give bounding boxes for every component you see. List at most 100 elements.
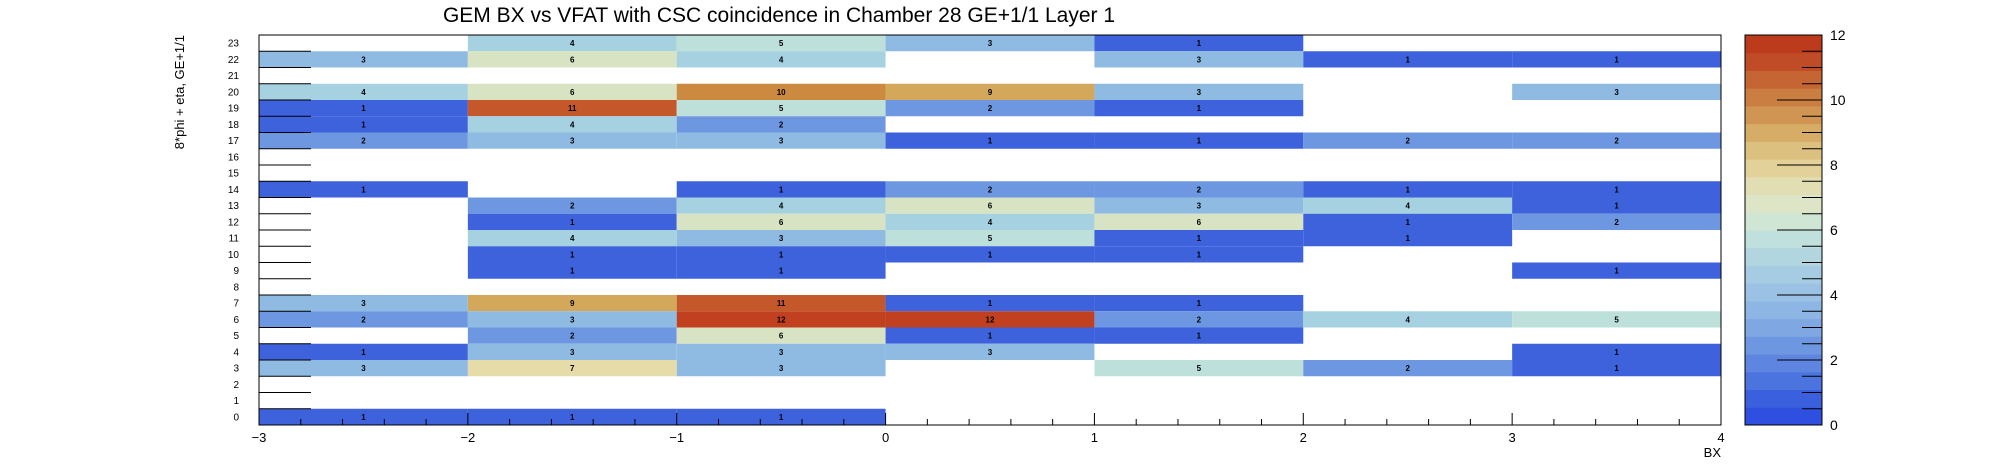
heatmap-cell [885, 311, 1095, 328]
cell-value-label: 6 [1197, 218, 1202, 227]
cell-value-label: 1 [1197, 137, 1202, 146]
heatmap-cell [676, 197, 886, 214]
cell-value-label: 1 [1405, 218, 1410, 227]
y-tick-label: 1 [233, 396, 239, 407]
heatmap-cell [1094, 360, 1304, 377]
cell-value-label: 1 [988, 250, 993, 259]
y-tick-label: 10 [228, 250, 240, 261]
cell-value-label: 3 [1614, 88, 1619, 97]
heatmap-cell [1094, 311, 1304, 328]
cell-value-label: 3 [570, 137, 575, 146]
heatmap-cell [259, 132, 468, 149]
heatmap-cell [1094, 246, 1304, 263]
y-tick-label: 22 [228, 55, 240, 66]
heatmap-cell [1512, 181, 1721, 198]
cell-value-label: 3 [1197, 88, 1202, 97]
heatmap-cell [885, 35, 1095, 52]
y-tick-label: 0 [233, 412, 239, 423]
y-tick-label: 18 [228, 120, 240, 131]
y-tick-label: 6 [233, 315, 239, 326]
heatmap-cell [676, 327, 886, 344]
heatmap-cell [885, 213, 1095, 230]
heatmap-cell [467, 408, 677, 425]
cell-value-label: 1 [1405, 234, 1410, 243]
cell-value-label: 6 [570, 88, 575, 97]
cell-value-label: 1 [1614, 267, 1619, 276]
heatmap-cell [467, 360, 677, 377]
y-tick-label: 11 [229, 234, 240, 245]
cell-value-label: 4 [988, 218, 993, 227]
heatmap-cell [676, 100, 886, 117]
heatmap-cell [259, 295, 468, 312]
heatmap-cell [1094, 213, 1304, 230]
cell-value-label: 3 [1197, 55, 1202, 64]
heatmap-cell [1094, 181, 1304, 198]
heatmap-cell [467, 230, 677, 247]
y-tick-label: 20 [228, 87, 240, 98]
cell-value-label: 1 [1614, 185, 1619, 194]
heatmap-cell [1303, 197, 1513, 214]
color-scale-band [1745, 212, 1822, 231]
heatmap-cell [467, 246, 677, 263]
y-tick-label: 9 [233, 266, 239, 277]
y-tick-label: 16 [228, 152, 240, 163]
cell-value-label: 1 [1614, 202, 1619, 211]
heatmap-cell [467, 197, 677, 214]
color-scale-band [1745, 354, 1822, 373]
heatmap-cell [1094, 327, 1304, 344]
heatmap-cell [1512, 311, 1721, 328]
color-scale-band [1745, 265, 1822, 284]
color-scale-band [1745, 407, 1822, 426]
cell-value-label: 2 [361, 137, 366, 146]
cell-value-label: 1 [779, 413, 784, 422]
heatmap-cell [467, 262, 677, 279]
cell-value-label: 1 [1405, 185, 1410, 194]
cell-value-label: 2 [1197, 185, 1202, 194]
cell-value-label: 5 [988, 234, 993, 243]
y-tick-label: 21 [228, 71, 240, 82]
heatmap-cell [1094, 51, 1304, 68]
color-scale-band [1745, 318, 1822, 337]
heatmap-cell [885, 295, 1095, 312]
x-tick-label: 4 [1717, 430, 1724, 445]
heatmap-cell [885, 246, 1095, 263]
heatmap-cell [885, 100, 1095, 117]
color-scale-label: 6 [1830, 222, 1838, 238]
cell-value-label: 6 [570, 55, 575, 64]
heatmap-cell [259, 51, 468, 68]
color-scale-band [1745, 247, 1822, 266]
heatmap-cell [676, 262, 886, 279]
heatmap-cell [676, 132, 886, 149]
heatmap-cell [676, 311, 886, 328]
y-tick-label: 8 [233, 282, 239, 293]
heatmap-cell [1094, 132, 1304, 149]
cell-value-label: 1 [1197, 250, 1202, 259]
heatmap-cell [1512, 360, 1721, 377]
color-scale-band [1745, 389, 1822, 408]
cell-value-label: 4 [1405, 202, 1410, 211]
color-scale-band [1745, 141, 1822, 160]
heatmap-cell [1512, 197, 1721, 214]
heatmap-cell [467, 213, 677, 230]
cell-value-label: 1 [361, 120, 366, 129]
cell-value-label: 1 [570, 413, 575, 422]
cell-value-label: 2 [570, 202, 575, 211]
heatmap-cell [259, 343, 468, 360]
cell-value-label: 2 [988, 104, 993, 113]
cell-value-label: 11 [568, 104, 577, 113]
color-scale-label: 2 [1830, 352, 1838, 368]
x-tick-label: 3 [1509, 430, 1516, 445]
cell-value-label: 7 [570, 364, 575, 373]
heatmap-cell [259, 181, 468, 198]
heatmap-cell [676, 181, 886, 198]
heatmap-cell [467, 83, 677, 100]
x-tick-label: 2 [1300, 430, 1307, 445]
heatmap-cell [1303, 230, 1513, 247]
heatmap-cell [1303, 181, 1513, 198]
heatmap-cell [259, 360, 468, 377]
heatmap-cell [1094, 197, 1304, 214]
cell-value-label: 4 [779, 55, 784, 64]
color-scale-band [1745, 159, 1822, 178]
axes: −3 −2 −1 0 1 2 3 401234567891011121314151617181… [228, 34, 1725, 445]
